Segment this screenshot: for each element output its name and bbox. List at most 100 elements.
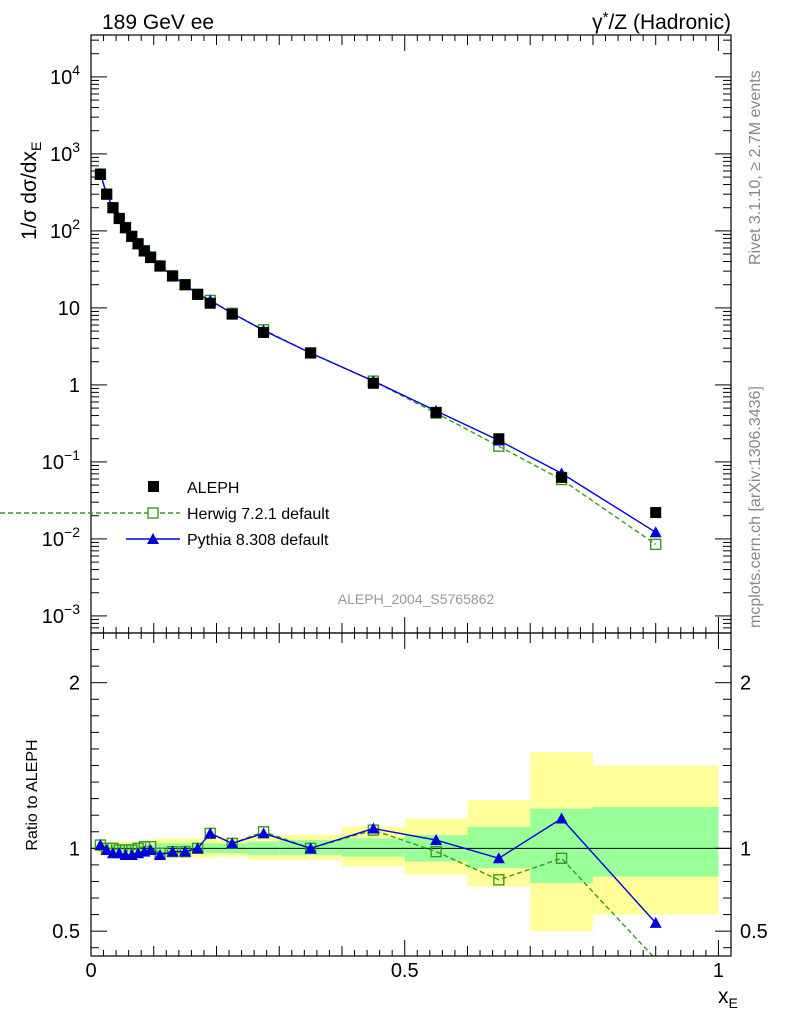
legend-marker-herwig [147, 507, 159, 519]
pythia-ratio-point [430, 834, 443, 846]
main-y-axis-label: 1/σ dσ/dxE [18, 142, 44, 240]
ratio-x-tick-labels: 0 0.5 1 [85, 960, 724, 982]
ratio-panel: 0.5 0.5 1 1 2 2 0 0.5 1 Ratio to ALEPH xE [24, 632, 768, 1011]
main-y-tick-label-base: 10 [50, 221, 72, 243]
aleph-point [650, 507, 662, 519]
pythia-line [99, 173, 657, 533]
ratio-y-tick-label-right: 0.5 [740, 921, 768, 943]
main-y-tick-label: 1 [69, 375, 80, 397]
aleph-point [101, 188, 113, 200]
pythia-ratio-point [191, 842, 204, 854]
herwig-ratio-point [493, 874, 505, 886]
main-y-tick-label-exp: −3 [64, 601, 80, 617]
ratio-y-tick-label-left: 2 [69, 673, 80, 695]
pythia-ratio-point [100, 843, 113, 855]
aleph-point [132, 238, 144, 250]
main-y-tick-label-base: 10 [58, 298, 80, 320]
aleph-point [107, 202, 119, 214]
aleph-point [258, 326, 270, 338]
x-axis-label-sub: E [729, 995, 738, 1011]
aleph-point [126, 230, 138, 242]
legend-label-pythia: Pythia 8.308 default [187, 532, 329, 549]
mcplots-label: mcplots.cern.ch [arXiv:1306.3436] [747, 386, 764, 628]
herwig-ratio-point [430, 845, 442, 858]
pythia-ratio-point [649, 916, 662, 928]
main-y-tick-label: 103 [50, 139, 80, 166]
main-y-tick-label-exp: −2 [64, 524, 80, 540]
aleph-point [154, 260, 166, 272]
main-y-tick-label-base: 10 [50, 67, 72, 89]
pythia-point [649, 526, 662, 538]
main-y-tick-label: 104 [50, 62, 80, 89]
main-y-tick-label: 10−2 [42, 524, 80, 551]
header-right-rest: /Z (Hadronic) [608, 11, 731, 34]
aleph-point [192, 288, 204, 300]
main-y-tick-label-exp: 3 [72, 139, 80, 155]
pythia-ratio-point [144, 843, 157, 855]
x-tick-label: 0 [85, 960, 96, 982]
aleph-point [367, 377, 379, 389]
aleph-point [493, 433, 505, 445]
pythia-ratio-point [555, 812, 568, 824]
header-left: 189 GeV ee [102, 11, 214, 34]
main-y-tick-label: 10−1 [42, 447, 80, 474]
pythia-ratio-point [257, 827, 270, 839]
legend-marker-aleph [148, 481, 159, 492]
ratio-bands [97, 752, 719, 932]
legend-label-herwig: Herwig 7.2.1 default [187, 506, 330, 523]
header-right-gamma: γ [592, 11, 603, 34]
ratio-series [94, 812, 662, 956]
ratio-y-tick-labels: 0.5 0.5 1 1 2 2 [52, 673, 768, 943]
x-axis-label: xE [718, 985, 738, 1011]
aleph-point [145, 252, 157, 264]
aleph-point [94, 169, 106, 181]
legend-marker-pythia [147, 533, 159, 544]
pythia-ratio-point [179, 845, 192, 857]
main-y-tick-label-exp: −1 [64, 447, 80, 463]
legend-label-aleph: ALEPH [187, 480, 239, 497]
main-y-axis-label-sub: E [28, 142, 44, 151]
aleph-point [113, 212, 125, 224]
main-y-tick-label-base: 10 [42, 606, 64, 628]
main-y-tick-label-base: 10 [42, 452, 64, 474]
main-y-tick-label: 102 [50, 216, 80, 243]
aleph-point [226, 308, 238, 320]
aleph-point [430, 406, 442, 418]
herwig-ratio-point [555, 852, 568, 864]
main-y-axis-label-text: 1/σ dσ/dx [18, 151, 41, 240]
pythia-ratio-point [304, 842, 317, 854]
ratio-y-tick-label-left: 0.5 [52, 921, 80, 943]
x-tick-label: 1 [713, 960, 724, 982]
x-tick-label: 0.5 [391, 960, 419, 982]
aleph-point [204, 297, 216, 309]
pythia-ratio-point [367, 822, 380, 834]
main-y-tick-label-base: 1 [69, 375, 80, 397]
pythia-ratio-point [226, 837, 239, 849]
main-y-tick-label-exp: 4 [72, 62, 80, 78]
main-y-tick-label: 10 [58, 298, 80, 320]
ratio-band-inner [341, 838, 405, 857]
ratio-band-inner [592, 806, 719, 877]
pythia-ratio-point [166, 845, 179, 857]
pythia-ratio-point [492, 852, 505, 864]
ratio-y-tick-label-right: 2 [740, 673, 751, 695]
main-y-tick-label-base: 10 [42, 529, 64, 551]
ratio-y-tick-label-right: 1 [740, 838, 751, 860]
header-right-star: * [603, 9, 609, 26]
header-right: γ*/Z (Hadronic) [592, 9, 731, 34]
pythia-ratio-point [94, 839, 107, 851]
main-y-tick-label-base: 10 [50, 144, 72, 166]
herwig-line [99, 173, 657, 545]
ratio-y-axis-label: Ratio to ALEPH [24, 739, 41, 850]
pythia-ratio-point [204, 827, 217, 839]
ratio-series-clipped [94, 812, 662, 956]
aleph-point [179, 279, 191, 291]
pythia-ratio-point [154, 848, 167, 860]
aleph-point [167, 270, 179, 282]
aleph-point [138, 245, 150, 257]
main-series [94, 167, 662, 551]
analysis-id: ALEPH_2004_S5765862 [338, 591, 495, 607]
